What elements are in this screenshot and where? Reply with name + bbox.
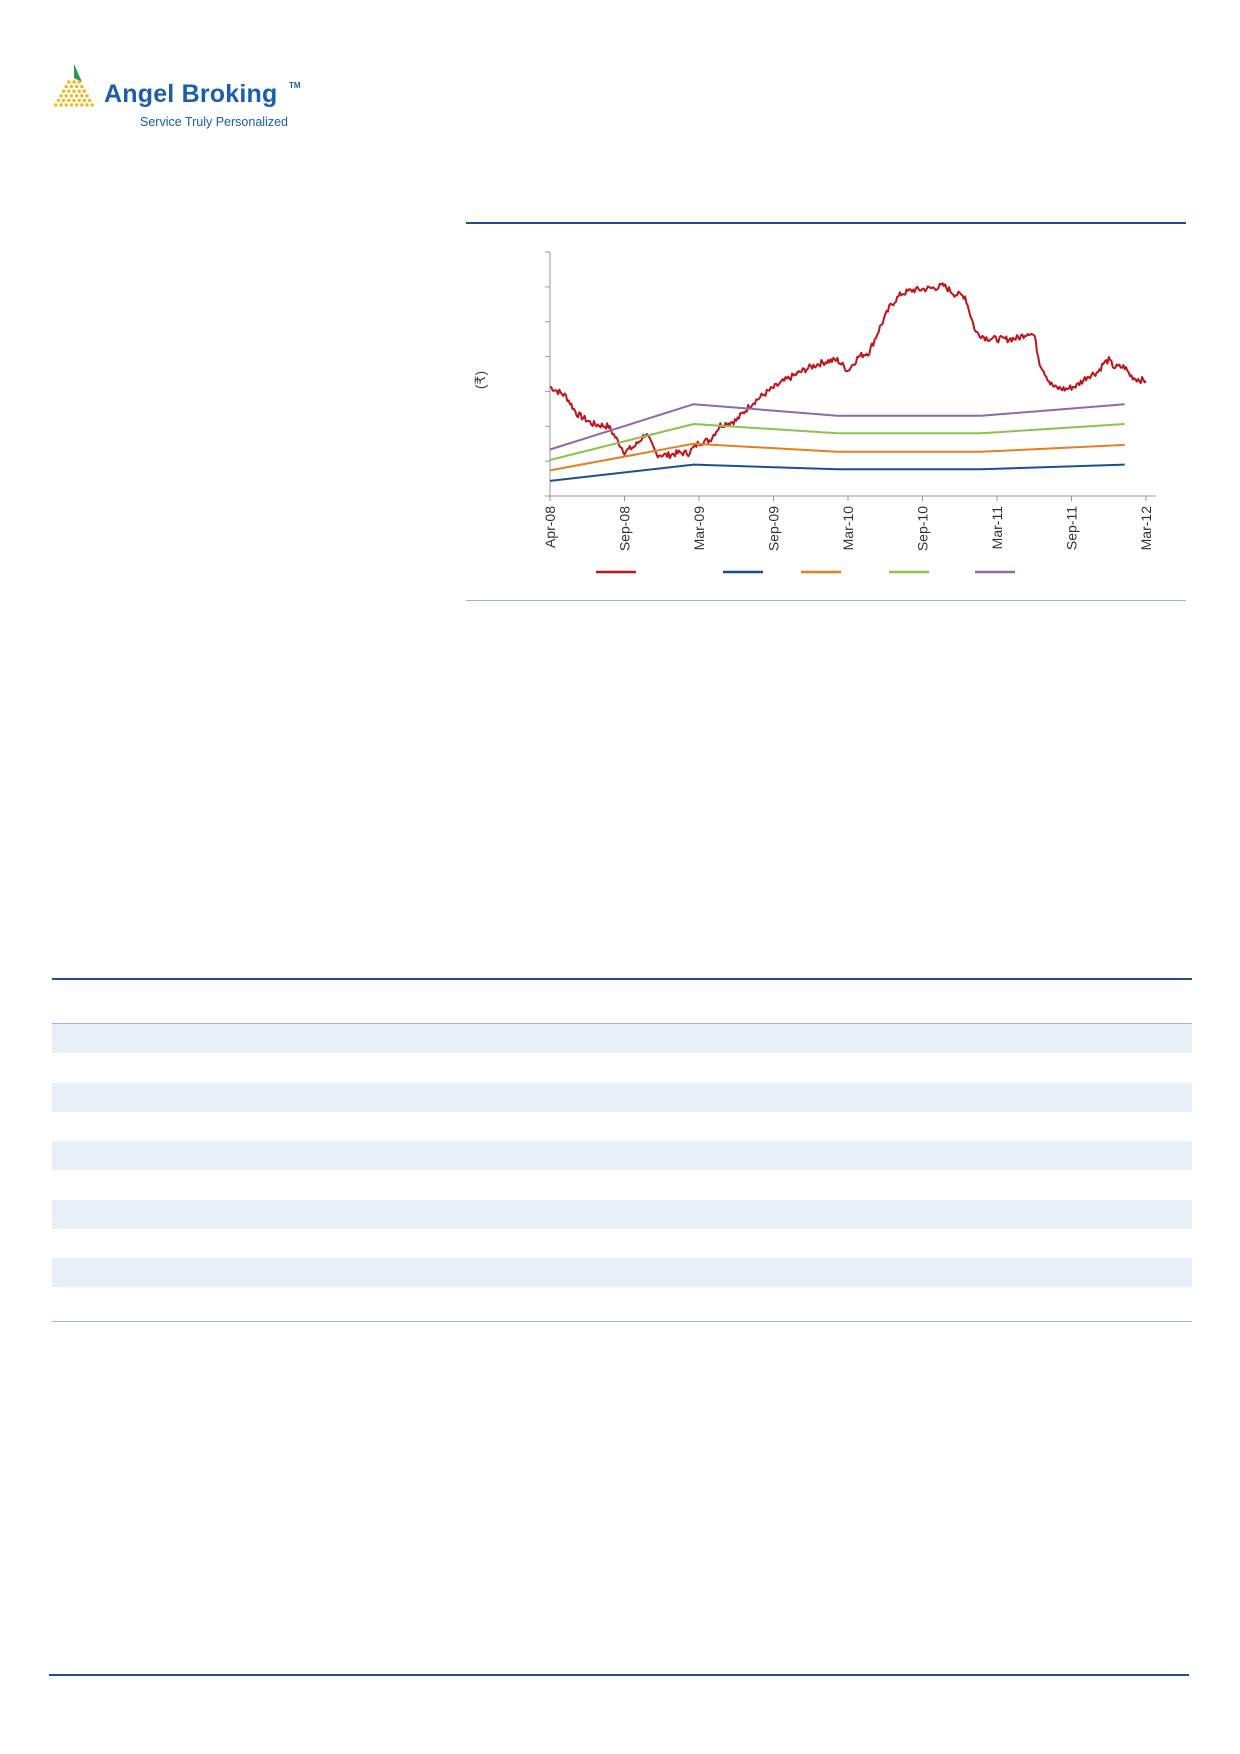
series-line-2 (549, 463, 1125, 482)
x-tick-label: Apr-08 (542, 506, 558, 548)
logo-dot (72, 98, 76, 103)
logo-dot (64, 84, 68, 89)
logo-dot (77, 80, 81, 84)
x-tick-label: Sep-09 (766, 506, 782, 551)
x-tick-label: Mar-12 (1138, 506, 1154, 551)
logo-dot (82, 89, 87, 93)
chart-top-rule (466, 222, 1186, 224)
logo-dot (59, 103, 63, 107)
brand-trademark: TM (289, 81, 301, 90)
logo-triangle-icon (54, 64, 94, 107)
logo-dot-grid (54, 80, 94, 107)
logo-dot (74, 94, 79, 98)
logo-dot (61, 89, 66, 93)
x-tick-label: Sep-11 (1064, 506, 1080, 550)
table-row (52, 1199, 1192, 1229)
table-row (52, 1229, 1192, 1258)
data-table (52, 978, 1192, 1324)
logo-dot (67, 98, 71, 103)
y-axis-label: (₹) (472, 371, 488, 389)
table-row (52, 1288, 1192, 1317)
x-tick-label: Mar-09 (691, 506, 707, 551)
x-tick-label: Mar-10 (840, 506, 856, 551)
logo-dot (74, 84, 79, 89)
logo-dot (80, 84, 84, 89)
logo-dot (54, 103, 58, 107)
table-header-rule (52, 1023, 1192, 1024)
logo-dot (87, 98, 92, 103)
logo-dot (59, 94, 63, 98)
series-line-3 (549, 442, 1125, 472)
table-row (52, 1141, 1192, 1171)
table-top-rule (52, 978, 1192, 980)
logo-dot (72, 80, 76, 84)
y-ticks (545, 251, 550, 497)
series-line-1 (549, 282, 1147, 459)
x-tick-label: Mar-11 (989, 506, 1005, 550)
logo-dot (67, 89, 71, 93)
table-bottom-rule (52, 1321, 1192, 1322)
angel-broking-logo: Angel Broking TM Service Truly Personali… (52, 60, 312, 132)
price-band-chart: (₹) Apr-08 Sep-08 Mar-09 Sep-09 Mar-10 Sep-10… (472, 251, 1156, 574)
x-ticks: Apr-08 Sep-08 Mar-09 Sep-09 Mar-10 Sep-10 Mar-… (542, 496, 1154, 551)
series-line-5 (549, 403, 1125, 451)
logo-dot (74, 103, 79, 107)
logo-dot (77, 89, 81, 93)
logo-dot (56, 98, 61, 103)
logo-dot (61, 98, 66, 103)
logo-dot (64, 103, 68, 107)
logo-dot (64, 94, 68, 98)
logo-dot (82, 98, 87, 103)
table-row (52, 1024, 1192, 1053)
logo-dot (80, 103, 84, 107)
table-row (52, 1082, 1192, 1112)
table-row (52, 1171, 1192, 1200)
logo-dot (85, 94, 89, 98)
logo-dot (90, 103, 94, 107)
logo-green-peak (74, 64, 82, 82)
brand-tagline: Service Truly Personalized (140, 115, 288, 129)
series-line-4 (549, 423, 1125, 461)
logo-dot (85, 103, 89, 107)
logo-dot (69, 84, 74, 89)
series-lines (549, 282, 1147, 482)
logo-dot (77, 98, 81, 103)
logo-dot (69, 94, 74, 98)
footer-rule (49, 1674, 1189, 1676)
logo-dot (80, 94, 84, 98)
x-tick-label: Sep-08 (617, 506, 633, 551)
table-row (52, 1258, 1192, 1288)
logo-dot (72, 89, 76, 93)
table-row (52, 1112, 1192, 1141)
brand-name: Angel Broking (104, 80, 278, 108)
x-tick-label: Sep-10 (915, 506, 931, 551)
price-band-chart-panel: (₹) Apr-08 Sep-08 Mar-09 Sep-09 Mar-10 Sep-10… (466, 222, 1186, 602)
logo-dot (69, 103, 74, 107)
logo-dot (67, 80, 71, 84)
table-row (52, 1053, 1192, 1082)
chart-bottom-rule (466, 600, 1186, 601)
